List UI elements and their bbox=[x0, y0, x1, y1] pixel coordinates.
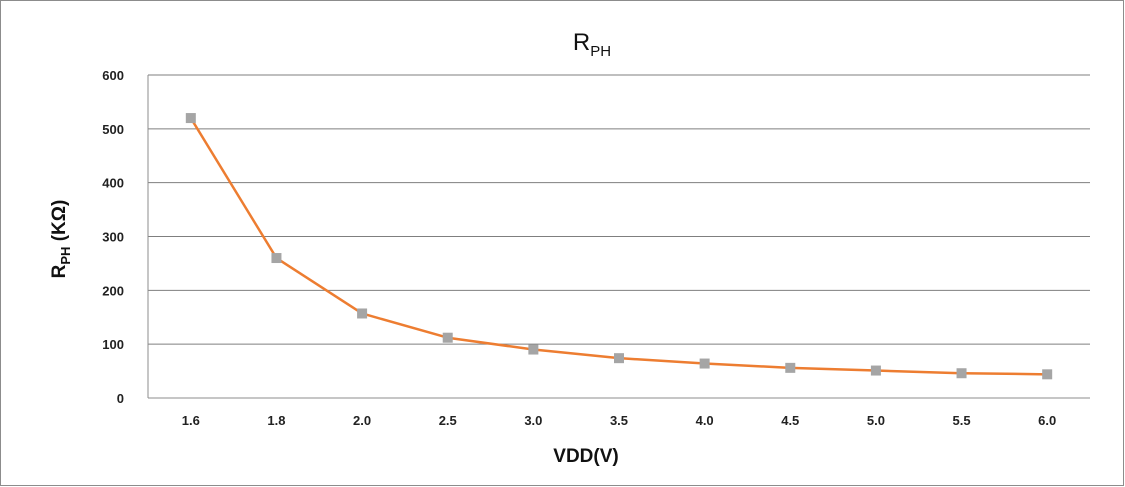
x-tick-label: 4.0 bbox=[696, 413, 714, 428]
data-point bbox=[699, 358, 710, 369]
data-point bbox=[528, 344, 539, 355]
data-point bbox=[357, 308, 368, 319]
data-point bbox=[956, 368, 967, 379]
y-tick-label: 500 bbox=[102, 122, 124, 137]
x-tick-label: 3.0 bbox=[524, 413, 542, 428]
x-tick-label: 2.0 bbox=[353, 413, 371, 428]
data-point bbox=[185, 113, 196, 124]
x-axis-title: VDD(V) bbox=[553, 446, 618, 467]
series-line bbox=[189, 117, 1048, 376]
y-tick-label: 300 bbox=[102, 230, 124, 245]
x-tick-label: 5.5 bbox=[953, 413, 971, 428]
x-tick-label: 6.0 bbox=[1038, 413, 1056, 428]
y-tick-label: 400 bbox=[102, 176, 124, 191]
y-tick-labels: 0 100 200 300 400 500 600 bbox=[102, 68, 124, 406]
chart-title: RPH bbox=[573, 29, 611, 60]
data-point bbox=[870, 365, 881, 376]
x-tick-labels: 1.6 1.8 2.0 2.5 3.0 3.5 4.0 4.5 5.0 5.5 6.0 bbox=[182, 413, 1056, 428]
data-point bbox=[271, 253, 282, 264]
data-point bbox=[614, 353, 624, 364]
data-point bbox=[442, 332, 453, 343]
y-axis-title: RPH (KΩ) bbox=[49, 200, 73, 279]
data-point bbox=[1042, 369, 1053, 380]
y-tick-label: 600 bbox=[102, 68, 124, 83]
series-group bbox=[185, 113, 1053, 380]
y-tick-label: 100 bbox=[102, 337, 124, 352]
x-tick-label: 4.5 bbox=[781, 413, 799, 428]
x-tick-label: 5.0 bbox=[867, 413, 885, 428]
y-tick-label: 200 bbox=[102, 283, 124, 298]
y-tick-label: 0 bbox=[117, 391, 124, 406]
x-tick-label: 2.5 bbox=[439, 413, 457, 428]
x-tick-label: 3.5 bbox=[610, 413, 628, 428]
data-point bbox=[785, 362, 796, 373]
gridlines bbox=[147, 74, 1090, 399]
x-tick-label: 1.6 bbox=[182, 413, 200, 428]
x-tick-label: 1.8 bbox=[267, 413, 285, 428]
